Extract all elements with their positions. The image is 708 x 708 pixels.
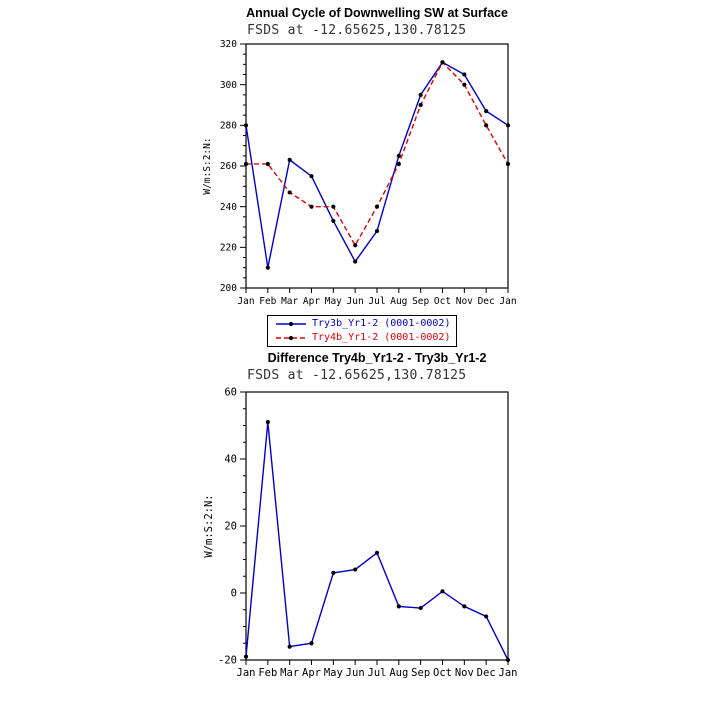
svg-text:Jan: Jan bbox=[499, 296, 516, 307]
svg-text:-20: -20 bbox=[218, 654, 237, 666]
svg-text:Jun: Jun bbox=[347, 296, 364, 307]
svg-text:Feb: Feb bbox=[258, 667, 277, 679]
bottom-chart-subtitle: FSDS at -12.65625,130.78125 bbox=[247, 368, 467, 383]
svg-text:W/m:S:2:N:: W/m:S:2:N: bbox=[202, 137, 213, 194]
svg-text:Mar: Mar bbox=[281, 296, 298, 307]
legend-row-try4b: Try4b_Yr1-2 (0001-0002) bbox=[274, 331, 450, 345]
svg-text:60: 60 bbox=[224, 386, 237, 398]
svg-text:Aug: Aug bbox=[390, 296, 407, 307]
try3b-line-sample-icon bbox=[276, 321, 306, 327]
svg-text:May: May bbox=[324, 667, 343, 679]
svg-text:Feb: Feb bbox=[259, 296, 276, 307]
svg-text:Jul: Jul bbox=[368, 667, 387, 679]
svg-text:40: 40 bbox=[224, 453, 237, 465]
svg-text:Jul: Jul bbox=[368, 296, 385, 307]
top-chart-subtitle: FSDS at -12.65625,130.78125 bbox=[247, 23, 467, 38]
legend-row-try3b: Try3b_Yr1-2 (0001-0002) bbox=[274, 317, 450, 331]
legend-label-try3b: Try3b_Yr1-2 (0001-0002) bbox=[312, 318, 451, 329]
svg-text:Apr: Apr bbox=[303, 296, 320, 307]
svg-text:0: 0 bbox=[231, 587, 237, 599]
svg-text:May: May bbox=[325, 296, 342, 307]
svg-text:Jan: Jan bbox=[499, 667, 518, 679]
svg-text:240: 240 bbox=[220, 202, 237, 213]
svg-text:Nov: Nov bbox=[455, 667, 474, 679]
bottom-chart-title: Difference Try4b_Yr1-2 - Try3b_Yr1-2 bbox=[267, 351, 487, 365]
svg-text:Mar: Mar bbox=[280, 667, 299, 679]
svg-text:Nov: Nov bbox=[456, 296, 473, 307]
top-chart-plot: 200 220 240 260 280 300 320 Jan Feb Mar Apr May Jun J… bbox=[202, 39, 517, 307]
svg-text:300: 300 bbox=[220, 80, 237, 91]
svg-text:Sep: Sep bbox=[412, 296, 429, 307]
svg-text:Aug: Aug bbox=[389, 667, 408, 679]
svg-text:Jun: Jun bbox=[346, 667, 365, 679]
svg-text:Dec: Dec bbox=[477, 667, 496, 679]
top-chart-title: Annual Cycle of Downwelling SW at Surfac… bbox=[246, 6, 508, 20]
svg-text:220: 220 bbox=[220, 242, 237, 253]
svg-text:20: 20 bbox=[224, 520, 237, 532]
legend: Try3b_Yr1-2 (0001-0002) Try4b_Yr1-2 (000… bbox=[267, 315, 458, 347]
svg-text:200: 200 bbox=[220, 283, 237, 294]
legend-label-try4b: Try4b_Yr1-2 (0001-0002) bbox=[312, 332, 451, 343]
svg-text:W/m:S:2:N:: W/m:S:2:N: bbox=[203, 494, 215, 557]
svg-text:Oct: Oct bbox=[434, 296, 451, 307]
svg-text:Sep: Sep bbox=[411, 667, 430, 679]
try4b-line-sample-icon bbox=[276, 335, 306, 341]
svg-text:320: 320 bbox=[220, 39, 237, 50]
svg-text:Dec: Dec bbox=[478, 296, 495, 307]
svg-text:Jan: Jan bbox=[237, 667, 256, 679]
svg-text:Jan: Jan bbox=[237, 296, 254, 307]
svg-text:260: 260 bbox=[220, 161, 237, 172]
svg-text:Apr: Apr bbox=[302, 667, 321, 679]
svg-text:280: 280 bbox=[220, 120, 237, 131]
svg-text:Oct: Oct bbox=[433, 667, 452, 679]
